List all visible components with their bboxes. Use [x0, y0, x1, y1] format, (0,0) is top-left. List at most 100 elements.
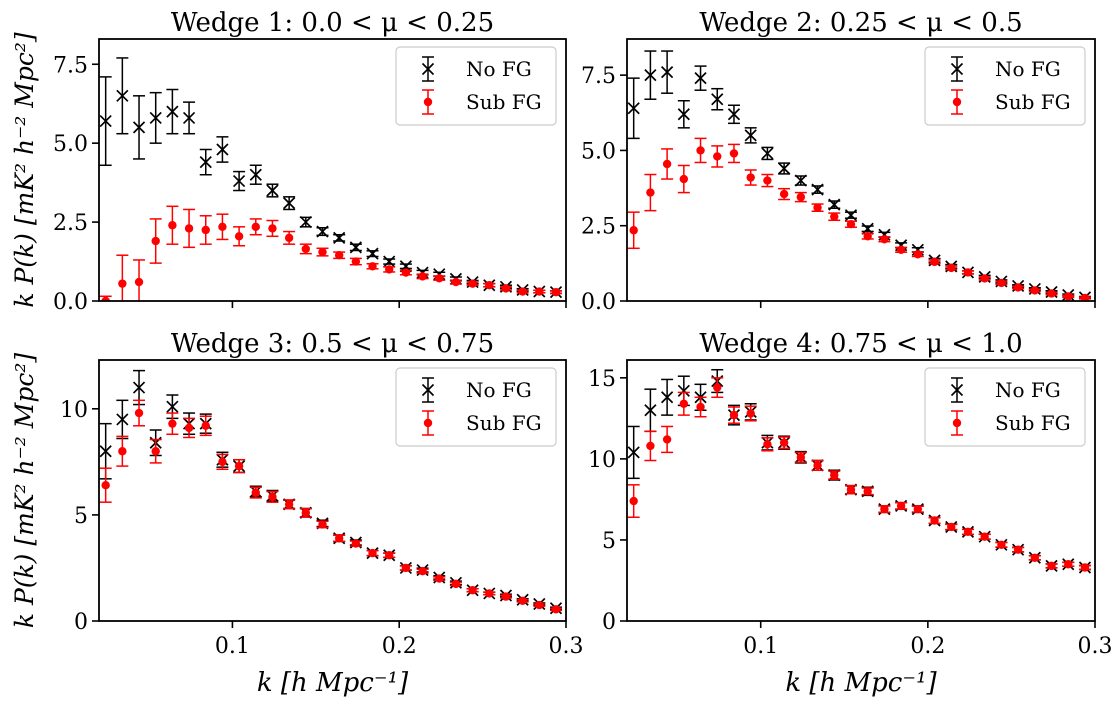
y-tick-label: 0: [602, 610, 616, 635]
point-dot-marker: [301, 508, 311, 517]
point-dot-marker: [334, 251, 344, 260]
point-dot-marker: [435, 274, 444, 283]
point-dot-marker: [1080, 293, 1090, 301]
point-dot-marker: [351, 539, 361, 548]
point-dot-marker: [980, 532, 989, 541]
chart-title: Wedge 1: 0.0 < μ < 0.25: [171, 8, 494, 38]
point-dot-marker: [796, 192, 806, 202]
point-dot-marker: [629, 226, 638, 235]
point-dot-marker: [813, 203, 822, 212]
point-dot-marker: [451, 579, 461, 589]
point-dot-marker: [679, 174, 689, 184]
point-dot-marker: [997, 540, 1006, 550]
y-tick-label: 7.5: [581, 64, 616, 89]
point-dot-marker: [385, 551, 394, 560]
point-x-marker: [216, 143, 229, 156]
point-dot-marker: [284, 500, 294, 509]
axes-frame: [98, 38, 567, 302]
point-x-marker: [627, 102, 640, 115]
legend-dot-marker: [952, 418, 962, 428]
y-tick-label: 0.0: [581, 290, 616, 315]
legend-label: Sub FG: [995, 90, 1071, 114]
point-dot-marker: [679, 399, 689, 408]
point-dot-marker: [385, 265, 394, 274]
point-dot-marker: [846, 220, 856, 229]
panel-1: Wedge 1: 0.0 < μ < 0.25 0.0 2.5 5.0 7.5 k P(k…: [10, 8, 567, 315]
panel-4: Wedge 4: 0.75 < μ < 1.0 0 5 10 15 0.1 0.2 0.3 k …: [588, 329, 1113, 698]
point-dot-marker: [963, 268, 973, 277]
point-x-marker: [116, 413, 129, 426]
point-dot-marker: [218, 457, 227, 467]
point-dot-marker: [184, 224, 194, 233]
y-tick-label: 5: [74, 504, 88, 529]
point-dot-marker: [930, 257, 939, 267]
point-dot-marker: [997, 278, 1006, 288]
point-dot-marker: [535, 287, 544, 296]
point-dot-marker: [813, 461, 822, 470]
point-x-marker: [778, 162, 791, 175]
point-x-marker: [861, 222, 874, 235]
point-dot-marker: [796, 453, 806, 462]
y-tick-label: 2.5: [53, 211, 88, 236]
point-x-marker: [299, 215, 312, 229]
point-dot-marker: [401, 563, 411, 573]
legend-label: No FG: [995, 57, 1061, 81]
point-dot-marker: [351, 257, 361, 266]
point-dot-marker: [368, 262, 377, 271]
point-dot-marker: [551, 605, 561, 614]
point-dot-marker: [880, 504, 889, 514]
point-x-marker: [132, 121, 146, 134]
y-tick-label: 15: [588, 367, 616, 392]
legend-x-marker: [421, 62, 435, 76]
chart-title: Wedge 4: 0.75 < μ < 1.0: [699, 329, 1022, 359]
legend-box: [924, 46, 1086, 126]
point-dot-marker: [980, 274, 989, 283]
point-x-marker: [661, 66, 674, 79]
chart-title: Wedge 3: 0.5 < μ < 0.75: [171, 329, 494, 359]
point-dot-marker: [134, 277, 144, 287]
point-x-marker: [844, 209, 858, 222]
point-dot-marker: [830, 470, 839, 480]
point-dot-marker: [518, 596, 527, 606]
plot-area: [99, 57, 563, 301]
point-dot-marker: [880, 235, 889, 244]
point-dot-marker: [468, 279, 477, 288]
point-dot-marker: [251, 222, 260, 232]
point-dot-marker: [913, 504, 923, 514]
y-tick-label: 0.0: [53, 290, 88, 315]
point-dot-marker: [301, 244, 311, 254]
point-dot-marker: [1047, 289, 1056, 298]
x-axis-label: k [h Mpc⁻¹]: [785, 668, 937, 698]
point-dot-marker: [1047, 561, 1056, 571]
point-dot-marker: [913, 250, 923, 259]
point-dot-marker: [234, 461, 244, 471]
y-tick-label: 5: [602, 529, 616, 554]
point-x-marker: [132, 381, 146, 394]
point-dot-marker: [318, 520, 327, 529]
point-x-marker: [116, 89, 129, 102]
legend-x-marker: [421, 383, 435, 397]
point-dot-marker: [729, 410, 739, 420]
point-dot-marker: [234, 232, 244, 241]
point-dot-marker: [118, 279, 127, 288]
point-x-marker: [316, 225, 329, 238]
point-dot-marker: [151, 447, 160, 456]
point-dot-marker: [947, 522, 956, 532]
point-dot-marker: [535, 600, 544, 610]
x-tick-label: 0.2: [910, 634, 945, 659]
panel-3: Wedge 3: 0.5 < μ < 0.75 0 5 10 0.1 0.2 0.3 k P(…: [10, 329, 584, 698]
axes-frame: [626, 359, 1096, 622]
point-dot-marker: [501, 592, 511, 601]
point-dot-marker: [451, 277, 461, 287]
point-x-marker: [266, 184, 279, 197]
point-x-marker: [149, 111, 162, 125]
axes-frame: [98, 359, 567, 622]
point-dot-marker: [662, 435, 672, 444]
point-dot-marker: [963, 527, 973, 537]
point-dot-marker: [184, 423, 194, 433]
point-x-marker: [199, 156, 212, 169]
point-dot-marker: [896, 501, 906, 511]
y-tick-label: 5.0: [581, 139, 616, 164]
point-dot-marker: [779, 189, 789, 199]
point-x-marker: [644, 404, 657, 417]
